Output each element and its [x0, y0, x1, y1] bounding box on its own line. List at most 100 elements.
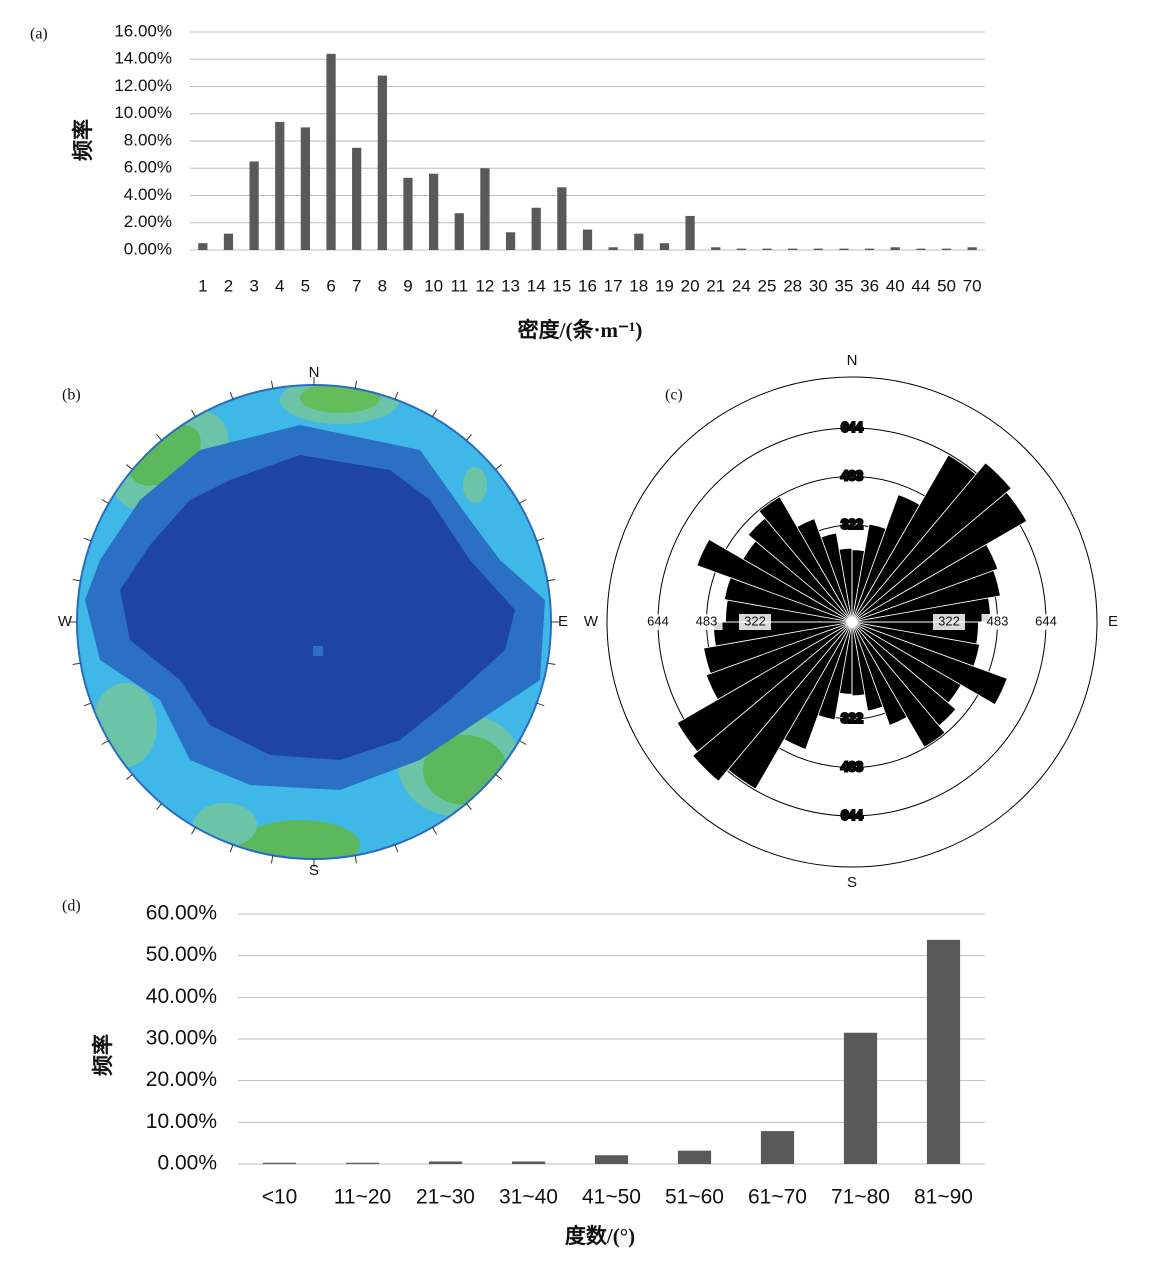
bar — [864, 248, 875, 250]
x-tick-label: 7 — [352, 276, 361, 295]
bar — [223, 233, 234, 250]
rim-tick — [536, 537, 545, 542]
bar — [511, 1161, 546, 1164]
panel-label: (b) — [62, 387, 81, 404]
y-tick-label: 10.00% — [146, 1110, 217, 1133]
petal — [851, 621, 884, 712]
bar — [429, 173, 439, 250]
bar — [926, 939, 961, 1164]
y-tick-label: 8.00% — [124, 130, 172, 149]
bar — [557, 187, 567, 250]
bar — [300, 127, 311, 250]
ring-label: 483 — [696, 613, 718, 628]
x-tick-label: 1 — [198, 276, 207, 295]
y-tick-label: 50.00% — [146, 943, 217, 966]
x-tick-label: 41~50 — [582, 1186, 641, 1209]
x-tick-label: 21 — [706, 276, 725, 295]
bar — [762, 248, 772, 250]
y-tick-label: 4.00% — [124, 185, 172, 204]
bar — [839, 248, 849, 250]
rim-tick — [354, 380, 358, 389]
x-tick-label: 14 — [527, 276, 546, 295]
rim-tick — [536, 702, 545, 707]
bar — [345, 1162, 380, 1164]
y-axis-title: 频率 — [71, 119, 95, 161]
bar — [685, 215, 695, 250]
bar — [352, 147, 362, 250]
x-tick-label: 8 — [378, 276, 387, 295]
ring-label-bg — [981, 614, 1014, 630]
y-tick-label: 12.00% — [114, 76, 172, 95]
x-tick-label: 71~80 — [831, 1186, 890, 1209]
rim-tick — [270, 380, 274, 389]
y-tick-label: 6.00% — [124, 158, 172, 177]
bar — [788, 248, 798, 250]
y-tick-label: 0.00% — [124, 239, 172, 258]
rim-tick — [125, 773, 133, 780]
bar — [582, 229, 593, 250]
bar — [760, 1131, 795, 1164]
rim-tick — [270, 855, 274, 864]
ring-label-bg — [1030, 614, 1062, 630]
direction-label: S — [847, 874, 857, 891]
bar — [377, 75, 387, 250]
bar — [890, 247, 900, 250]
x-tick-label: 30 — [809, 276, 828, 295]
x-axis-title: 度数/(°) — [565, 1224, 635, 1248]
bar — [608, 247, 618, 250]
bar — [275, 121, 285, 250]
rim-tick — [547, 662, 556, 666]
ring-label: 322 — [938, 613, 960, 628]
petal — [851, 621, 1008, 706]
x-tick-label: 50 — [937, 276, 956, 295]
petal — [758, 496, 853, 623]
bar — [659, 243, 670, 250]
x-tick-label: <10 — [262, 1186, 298, 1209]
panel-label: (a) — [30, 26, 48, 43]
ring-label: 483 — [841, 468, 863, 483]
rim-tick — [229, 391, 234, 400]
bar — [428, 1161, 463, 1164]
bar — [326, 53, 336, 250]
bar — [198, 243, 208, 250]
bar — [916, 248, 926, 250]
bar — [967, 247, 977, 250]
bar — [813, 248, 823, 250]
y-tick-label: 0.00% — [157, 1152, 217, 1175]
rim-tick — [518, 740, 527, 745]
x-tick-label: 9 — [403, 276, 412, 295]
x-tick-label: 4 — [275, 276, 284, 295]
y-tick-label: 14.00% — [114, 49, 172, 68]
x-tick-label: 12 — [475, 276, 494, 295]
rim-tick — [432, 409, 437, 418]
x-tick-label: 31~40 — [499, 1186, 558, 1209]
x-tick-label: 81~90 — [914, 1186, 973, 1209]
petal — [851, 569, 1001, 623]
bar — [711, 247, 721, 250]
petal — [851, 491, 1028, 623]
rim-tick — [72, 662, 81, 666]
bar — [843, 1032, 878, 1164]
rim-tick — [547, 578, 556, 582]
x-tick-label: 2 — [224, 276, 233, 295]
stereonet-contours — [77, 385, 551, 859]
x-axis-title: 密度/(条·m⁻¹) — [518, 318, 643, 342]
bar — [480, 168, 490, 250]
petal — [820, 532, 853, 623]
ring-label: 322 — [744, 613, 766, 628]
x-tick-label: 21~30 — [416, 1186, 475, 1209]
x-tick-label: 36 — [860, 276, 879, 295]
rim-tick — [495, 773, 503, 780]
direction-label: N — [309, 364, 320, 381]
direction-label: S — [309, 862, 319, 879]
ring-label-bg — [690, 614, 723, 630]
y-axis-title: 频率 — [91, 1034, 115, 1076]
y-tick-label: 40.00% — [146, 985, 217, 1008]
rose-frame — [606, 376, 1098, 868]
petal — [676, 621, 853, 753]
rim-tick — [156, 803, 163, 811]
y-tick-label: 16.00% — [114, 21, 172, 40]
bar — [403, 177, 413, 250]
direction-label: W — [58, 613, 73, 630]
petal — [796, 518, 853, 623]
